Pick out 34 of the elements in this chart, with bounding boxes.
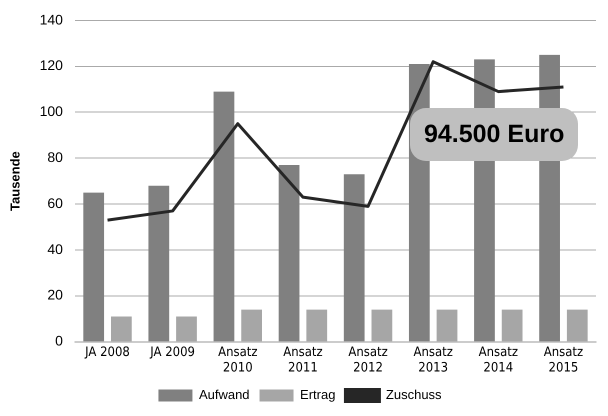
x-tick-label: Ansatz 2015 [544,344,584,376]
annotation: 94.500 Euro [410,108,578,161]
bar [278,165,300,342]
y-tick-label: 140 [40,11,64,28]
y-tick-label: 60 [47,194,64,211]
bar [110,316,132,342]
bar [502,310,523,342]
bar [372,310,392,342]
y-tick-label: 20 [47,286,64,303]
bar [241,310,262,342]
bar [344,174,365,342]
x-tick-label: JA 2008 [84,344,130,360]
bar [306,310,328,342]
x-tick-label: Ansatz 2011 [283,344,323,376]
legend-label: Ertrag [300,387,336,402]
bar [148,186,170,342]
bar [83,192,104,342]
bar [436,310,458,342]
bar [566,310,588,342]
y-axis-title: Tausende [7,151,22,211]
legend-label: Aufwand [198,387,250,402]
x-tick-label: Ansatz 2010 [218,344,258,376]
bar [214,92,234,342]
x-tick-label: JA 2009 [149,344,195,360]
legend-label: Zuschuss [386,387,442,402]
x-tick-label: Ansatz 2013 [413,344,453,376]
y-tick-label: 100 [40,103,64,120]
y-tick-label: 120 [40,57,64,74]
y-tick-label: 0 [55,332,64,349]
y-tick-label: 40 [47,240,64,257]
bar [176,316,197,342]
x-tick-label: Ansatz 2012 [348,344,388,376]
x-tick-label: Ansatz 2014 [478,344,518,376]
y-tick-label: 80 [47,149,64,165]
